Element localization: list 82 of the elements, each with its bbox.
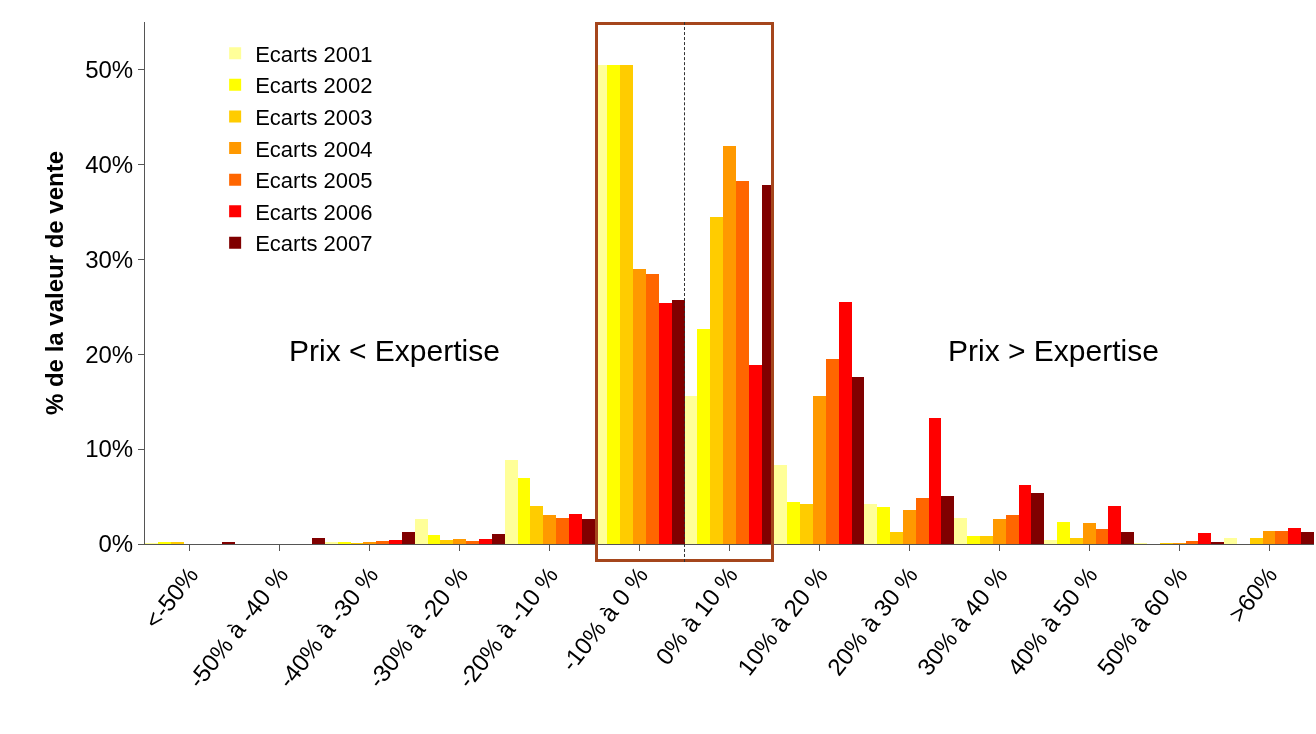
bar <box>787 502 800 544</box>
bar <box>1198 533 1211 544</box>
bar <box>582 519 595 544</box>
annotation: Prix < Expertise <box>289 334 500 367</box>
y-axis-title: % de la valeur de vente <box>41 150 69 416</box>
legend-label: Ecarts 2004 <box>255 136 373 162</box>
bar <box>929 418 941 544</box>
bar <box>312 538 325 544</box>
bar <box>440 540 453 544</box>
legend-label: Ecarts 2007 <box>255 231 373 257</box>
bar <box>903 510 916 544</box>
bar <box>826 359 839 544</box>
bar <box>659 303 672 544</box>
bar <box>877 507 890 544</box>
legend-label: Ecarts 2002 <box>255 73 373 99</box>
bar <box>697 329 710 544</box>
bar <box>954 518 967 544</box>
bar <box>1006 515 1019 544</box>
bar <box>1301 532 1314 544</box>
bar <box>518 478 530 544</box>
bar <box>428 535 440 544</box>
bar <box>800 504 813 544</box>
y-tick-label: 50% <box>85 55 134 83</box>
bar <box>749 365 762 544</box>
bar <box>492 534 505 544</box>
bar <box>389 540 402 544</box>
y-tick-label: 40% <box>85 150 134 178</box>
bar <box>1019 485 1031 544</box>
bar <box>1108 506 1121 544</box>
y-tick-label: 20% <box>85 340 134 368</box>
bar <box>633 269 646 544</box>
bar <box>941 496 954 544</box>
bar <box>453 539 466 544</box>
bar <box>569 514 582 544</box>
bar <box>479 539 492 544</box>
bar <box>466 541 479 544</box>
bar <box>672 300 685 544</box>
bar <box>1186 541 1198 544</box>
bar <box>967 536 980 544</box>
bar <box>1044 540 1057 544</box>
bar <box>890 532 903 544</box>
bar <box>736 181 749 544</box>
bar <box>685 396 697 544</box>
bar <box>980 536 993 544</box>
bar <box>916 498 929 544</box>
bar <box>607 65 620 544</box>
bar <box>710 217 723 544</box>
bar <box>1070 538 1083 544</box>
bar <box>1263 531 1275 544</box>
bar <box>864 504 877 544</box>
bar <box>1275 531 1288 544</box>
bar <box>1083 523 1096 544</box>
annotation: Prix > Expertise <box>948 334 1159 367</box>
y-tick-label: 0% <box>98 530 134 558</box>
bar <box>774 465 787 544</box>
bar <box>839 302 852 544</box>
bar <box>813 396 826 544</box>
bar <box>852 377 864 544</box>
y-tick-label: 10% <box>85 435 134 463</box>
bar <box>1096 529 1108 544</box>
bar <box>376 541 389 544</box>
bar <box>1288 528 1301 544</box>
legend-label: Ecarts 2006 <box>255 199 373 225</box>
bar <box>505 460 518 544</box>
bar <box>646 274 659 544</box>
bar <box>1057 522 1070 544</box>
legend-label: Ecarts 2001 <box>255 41 373 67</box>
legend-label: Ecarts 2003 <box>255 105 373 131</box>
bar <box>1224 538 1237 544</box>
bar <box>402 532 415 544</box>
bar <box>1031 493 1044 544</box>
bar <box>415 519 428 544</box>
bar <box>723 146 736 544</box>
y-tick-label: 30% <box>85 245 134 273</box>
bar <box>1250 538 1263 544</box>
bar <box>620 65 633 544</box>
bar <box>993 519 1006 544</box>
bar <box>556 518 569 544</box>
bar <box>530 506 543 544</box>
legend-label: Ecarts 2005 <box>255 168 373 194</box>
bar <box>543 515 556 544</box>
bar <box>1121 532 1134 544</box>
